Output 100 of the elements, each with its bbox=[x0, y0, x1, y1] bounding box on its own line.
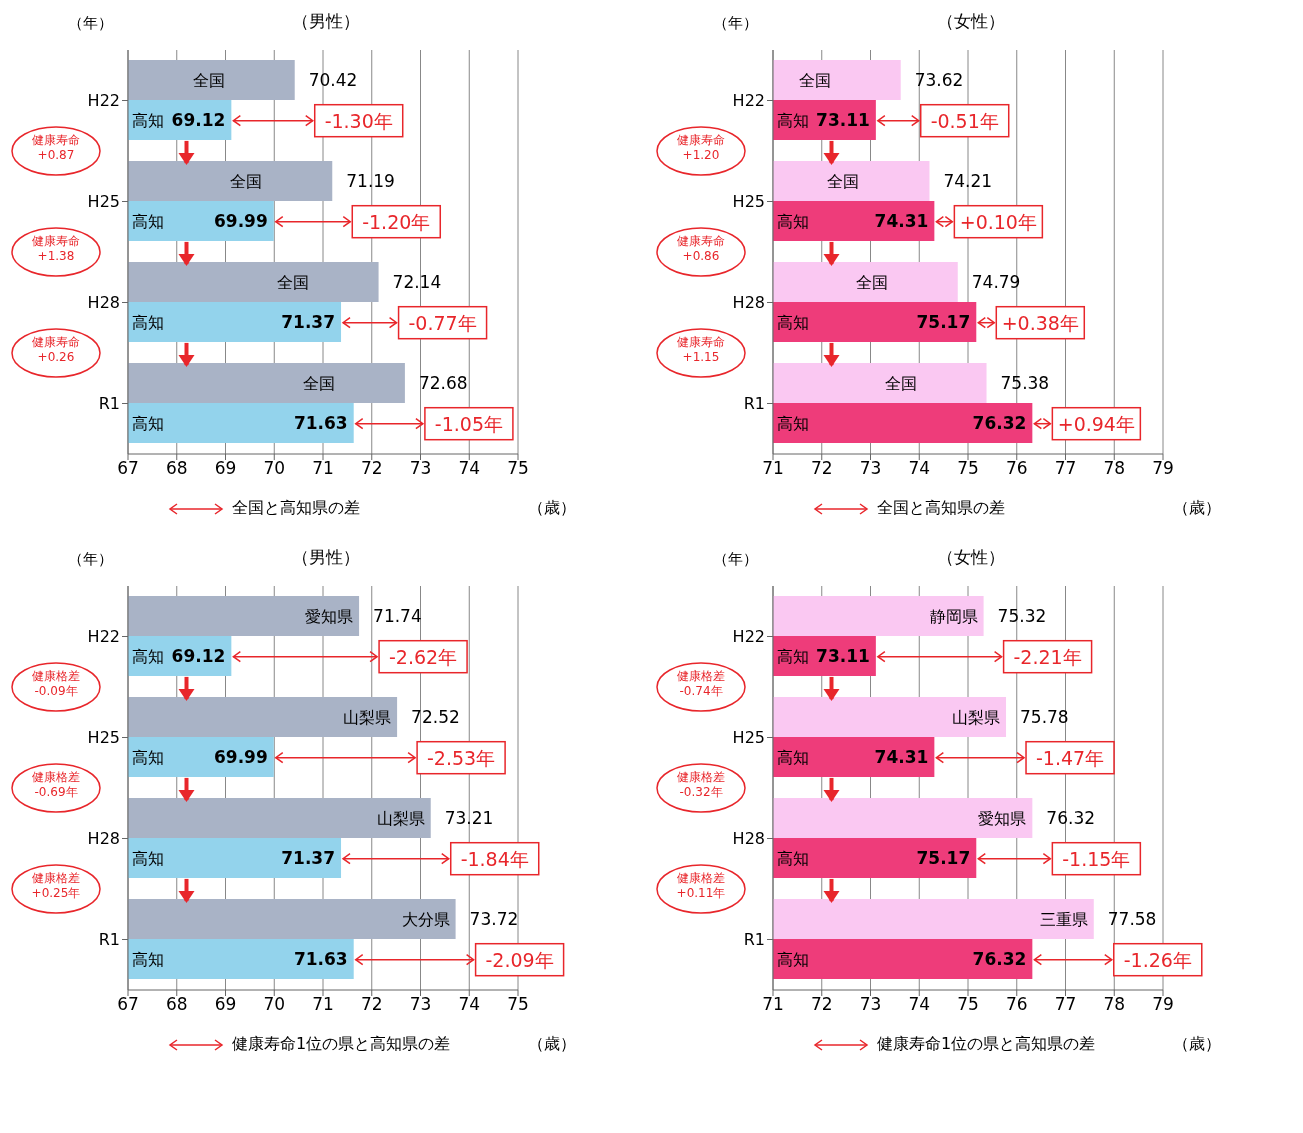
text: 健康格差 -0.32年 bbox=[677, 770, 725, 799]
data-label: 69.99 bbox=[213, 211, 268, 232]
annotation: 大分県 bbox=[401, 910, 450, 930]
data-label: 71.63 bbox=[293, 413, 348, 434]
text: 高知 bbox=[777, 747, 809, 767]
y-axis-title: （年） bbox=[713, 550, 758, 569]
text: 健康寿命 +0.86 bbox=[677, 234, 725, 263]
data-label: 69.12 bbox=[171, 110, 226, 131]
data-label: 74.79 bbox=[971, 272, 1021, 293]
text: 健康寿命 +0.26 bbox=[32, 335, 80, 364]
annotation: -1.20年 bbox=[362, 210, 431, 233]
x-tick-label: 78 bbox=[1103, 458, 1126, 479]
chart-title: （女性） bbox=[936, 547, 1005, 567]
text: 高知 bbox=[777, 413, 809, 433]
data-label: 69.12 bbox=[171, 646, 226, 667]
data-label: 71.37 bbox=[281, 848, 336, 869]
annotation: -2.21年 bbox=[1013, 645, 1082, 668]
x-tick-label: 75 bbox=[957, 994, 979, 1015]
data-label: 77.58 bbox=[1107, 909, 1157, 930]
annotation: -2.53年 bbox=[427, 746, 496, 769]
y-tick-label: H22 bbox=[87, 91, 120, 111]
x-tick-label: 71 bbox=[312, 994, 334, 1015]
text: 高知 bbox=[132, 211, 164, 231]
annotation: +0.38年 bbox=[1001, 311, 1079, 334]
series-label: 全国 bbox=[798, 70, 831, 90]
data-label: 69.99 bbox=[213, 747, 268, 768]
series-label: 高知 bbox=[777, 110, 809, 130]
x-tick-label: 76 bbox=[1005, 458, 1028, 479]
x-tick-label: 77 bbox=[1054, 994, 1077, 1015]
y-tick-label: H22 bbox=[87, 627, 120, 647]
y-tick-label: R1 bbox=[98, 930, 120, 950]
text: 高知 bbox=[777, 211, 809, 231]
x-tick-label: 76 bbox=[1005, 994, 1028, 1015]
text: 高知 bbox=[132, 848, 164, 868]
x-tick-label: 71 bbox=[762, 994, 784, 1015]
annotation: 愛知県 bbox=[978, 809, 1027, 829]
x-tick-label: 75 bbox=[957, 458, 979, 479]
text: 全国 bbox=[230, 171, 263, 191]
data-label: 70.42 bbox=[308, 70, 358, 91]
x-tick-label: 72 bbox=[810, 994, 833, 1015]
data-label: 75.38 bbox=[1000, 373, 1050, 394]
annotation: -1.47年 bbox=[1035, 746, 1105, 769]
x-tick-label: 74 bbox=[458, 458, 481, 479]
y-tick-label: H28 bbox=[732, 829, 765, 849]
annotation: -1.15年 bbox=[1062, 847, 1131, 870]
data-label: 73.72 bbox=[469, 909, 519, 930]
annotation: -0.51年 bbox=[930, 109, 999, 132]
data-label: 73.21 bbox=[444, 808, 494, 829]
x-tick-label: 71 bbox=[762, 458, 784, 479]
x-tick-label: 72 bbox=[360, 994, 383, 1015]
x-tick-label: 67 bbox=[117, 994, 139, 1015]
text: 健康寿命1位の県と高知県の差 bbox=[877, 1034, 1096, 1055]
annotation: -1.26年 bbox=[1123, 948, 1192, 971]
y-tick-label: H25 bbox=[87, 192, 120, 212]
text: 健康格差 -0.69年 bbox=[32, 770, 80, 799]
y-tick-label: H25 bbox=[732, 192, 765, 212]
text: 健康寿命 +1.38 bbox=[32, 234, 80, 263]
data-label: 76.32 bbox=[972, 949, 1027, 970]
text: 健康格差 +0.11年 bbox=[676, 871, 726, 900]
annotation: -2.09年 bbox=[485, 948, 554, 971]
x-tick-label: 71 bbox=[312, 458, 334, 479]
data-label: 74.31 bbox=[874, 747, 929, 768]
y-tick-label: H28 bbox=[87, 293, 120, 313]
data-label: 73.62 bbox=[914, 70, 964, 91]
annotation: -1.84年 bbox=[460, 847, 529, 870]
y-tick-label: H28 bbox=[87, 829, 120, 849]
data-label: 71.19 bbox=[346, 171, 395, 192]
y-axis-title: （年） bbox=[713, 14, 758, 33]
series-label: 高知 bbox=[132, 110, 164, 130]
text: 全国 bbox=[855, 272, 888, 292]
data-label: 72.14 bbox=[392, 272, 442, 293]
text: 高知 bbox=[777, 848, 809, 868]
text: 高知 bbox=[132, 312, 164, 332]
annotation: 静岡県 bbox=[929, 607, 978, 627]
annotation: -1.30年 bbox=[324, 109, 393, 132]
annotation: 山梨県 bbox=[343, 708, 392, 728]
x-tick-label: 74 bbox=[908, 994, 931, 1015]
y-axis-title: （年） bbox=[68, 550, 113, 569]
y-tick-label: H22 bbox=[732, 91, 765, 111]
data-label: 73.11 bbox=[816, 110, 870, 131]
data-label: 75.32 bbox=[997, 606, 1047, 627]
series-label: 全国 bbox=[192, 70, 225, 90]
x-tick-label: 73 bbox=[409, 458, 432, 479]
text: 健康格差 -0.09年 bbox=[32, 669, 80, 698]
series-label: 高知 bbox=[777, 646, 809, 666]
x-tick-label: 77 bbox=[1054, 458, 1077, 479]
text: 全国 bbox=[884, 373, 917, 393]
text: 健康寿命 +0.87 bbox=[32, 133, 80, 162]
x-tick-label: 69 bbox=[214, 994, 237, 1015]
data-label: 73.11 bbox=[816, 646, 870, 667]
annotation: 三重県 bbox=[1039, 910, 1088, 930]
y-axis-title: （年） bbox=[68, 14, 113, 33]
annotation: -1.05年 bbox=[434, 412, 503, 435]
x-tick-label: 75 bbox=[507, 458, 529, 479]
text: 健康寿命 +1.20 bbox=[677, 133, 725, 162]
y-tick-label: H25 bbox=[732, 728, 765, 748]
x-tick-label: 67 bbox=[117, 458, 139, 479]
x-tick-label: 70 bbox=[263, 458, 286, 479]
x-tick-label: 73 bbox=[409, 994, 432, 1015]
x-tick-label: 68 bbox=[165, 994, 188, 1015]
